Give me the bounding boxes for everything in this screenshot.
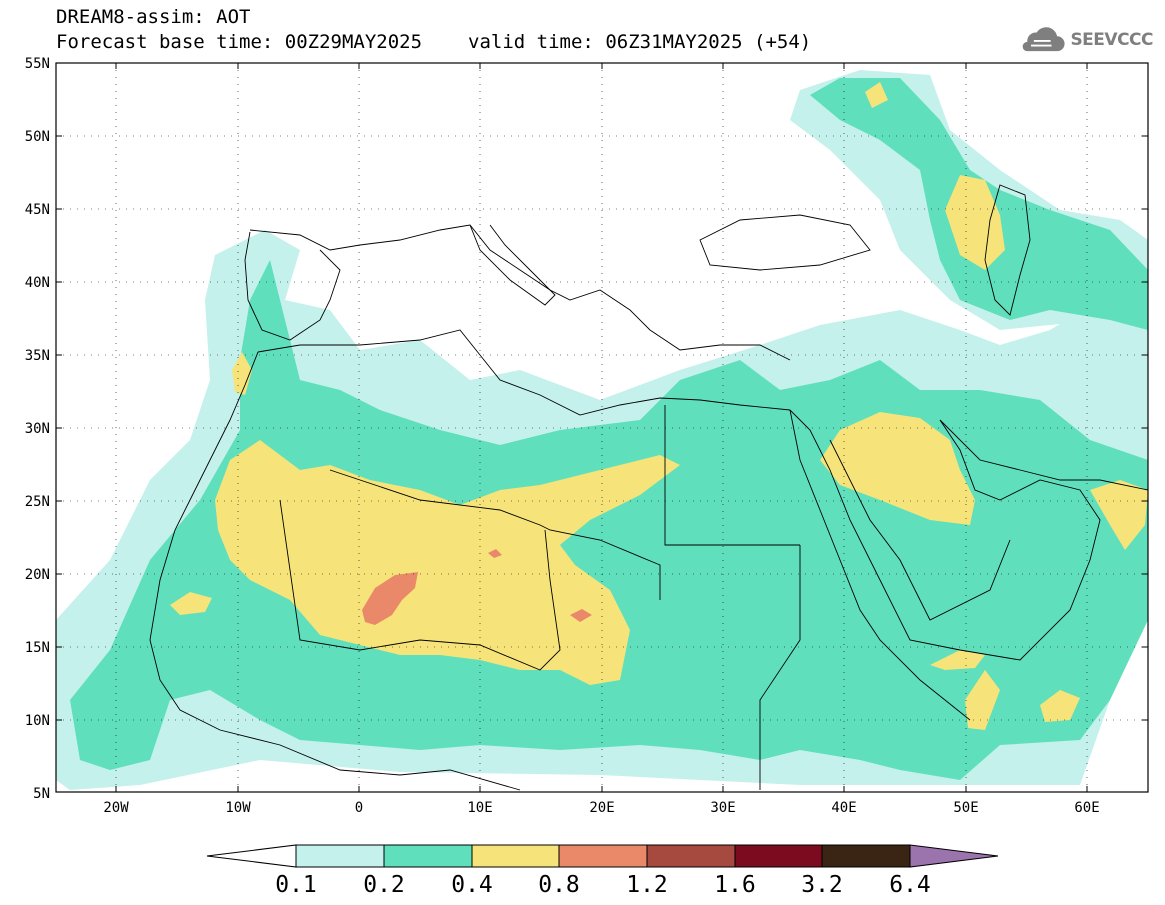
coast-persian-gulf — [939, 419, 1148, 491]
border-egypt-sudan — [664, 405, 800, 546]
aot-level-0.4-oman — [1090, 480, 1148, 550]
lon-label: 10E — [467, 800, 492, 816]
axis-ticks — [56, 62, 1148, 793]
coast-black-sea — [699, 214, 871, 271]
coast-north-africa — [257, 329, 791, 416]
lon-label: 60E — [1074, 800, 1099, 816]
colorbar-high-arrow — [909, 844, 999, 868]
lat-label: 30N — [25, 421, 50, 437]
lon-label: 40E — [831, 800, 856, 816]
colorbar-label: 0.8 — [538, 872, 580, 898]
colorbar-label: 3.2 — [801, 872, 843, 898]
longitude-labels: 20W 10W 0 10E 20E 30E 40E 50E 60E — [103, 800, 1099, 816]
lon-label: 20W — [103, 800, 129, 816]
base-time: Forecast base time: 00Z29MAY2025 — [56, 31, 423, 53]
aot-level-0.4-iberia — [232, 352, 252, 395]
logo-text: SEEVCCC — [1070, 30, 1153, 50]
lat-label: 15N — [25, 640, 50, 656]
coast-west-africa — [149, 351, 521, 791]
lat-label: 25N — [25, 494, 50, 510]
aot-level-0.4-yemen — [930, 650, 985, 670]
cloud-logo-icon — [1022, 27, 1065, 52]
colorbar-label: 0.2 — [363, 872, 405, 898]
time-info: Forecast base time: 00Z29MAY2025 valid ti… — [56, 31, 811, 53]
lat-label: 45N — [25, 202, 50, 218]
lon-label: 20E — [589, 800, 614, 816]
colorbar-box — [383, 844, 473, 868]
coast-europe — [249, 224, 791, 361]
graticule — [56, 63, 1148, 792]
lat-label: 50N — [25, 129, 50, 145]
aot-level-0.8-chad — [570, 609, 592, 622]
seevccc-logo: SEEVCCC — [1018, 22, 1153, 58]
colorbar-box — [821, 844, 911, 868]
aot-level-0.4-somalia — [965, 670, 1000, 730]
border-algeria-libya — [329, 469, 661, 600]
coast-caspian — [984, 184, 1031, 316]
colorbar-label: 0.4 — [451, 872, 493, 898]
latitude-labels: 55N 50N 45N 40N 35N 30N 25N 20N 15N 10N … — [25, 56, 50, 802]
chart-title: DREAM8-assim: AOT — [56, 6, 251, 28]
aot-level-0.4-sahara — [215, 440, 680, 685]
aot-level-0.4-north — [865, 82, 888, 108]
coast-italy — [469, 224, 556, 306]
colorbar — [206, 844, 999, 868]
lat-label: 55N — [25, 56, 50, 72]
lon-label: 50E — [953, 800, 978, 816]
coastlines — [149, 184, 1148, 791]
aot-level-0.4-caspian — [945, 175, 1005, 270]
valid-time: valid time: 06Z31MAY2025 (+54) — [468, 31, 812, 53]
aot-level-0.4-arabia — [820, 412, 975, 525]
aot-field — [56, 70, 1148, 790]
lon-label: 30E — [710, 800, 735, 816]
colorbar-box — [734, 844, 823, 868]
lat-label: 10N — [25, 713, 50, 729]
colorbar-box — [471, 844, 560, 868]
colorbar-label: 6.4 — [889, 872, 931, 898]
border-arabia — [829, 439, 1011, 621]
aot-level-0.4-arabian-sea — [1040, 690, 1080, 722]
colorbar-box — [646, 844, 736, 868]
lon-label: 10W — [225, 800, 251, 816]
colorbar-label: 1.6 — [714, 872, 756, 898]
border-east-africa — [759, 545, 801, 790]
coast-arabia — [789, 409, 1101, 661]
lat-label: 5N — [33, 786, 50, 802]
colorbar-box — [558, 844, 648, 868]
colorbar-label: 1.2 — [626, 872, 668, 898]
colorbar-labels: 0.1 0.2 0.4 0.8 1.2 1.6 3.2 6.4 — [275, 872, 931, 898]
colorbar-low-arrow — [206, 844, 297, 868]
aot-level-0.8-mali — [362, 572, 418, 625]
lon-label: 0 — [355, 800, 363, 816]
lat-label: 35N — [25, 348, 50, 364]
coast-iberia — [244, 231, 341, 341]
colorbar-box — [295, 844, 385, 868]
colorbar-label: 0.1 — [275, 872, 317, 898]
aot-level-0.4-senegal — [170, 592, 212, 615]
aot-level-0.8-niger — [488, 549, 502, 558]
coast-red-sea-west — [789, 409, 971, 721]
lat-label: 20N — [25, 567, 50, 583]
lat-label: 40N — [25, 275, 50, 291]
aot-level-0.2 — [70, 260, 1148, 780]
